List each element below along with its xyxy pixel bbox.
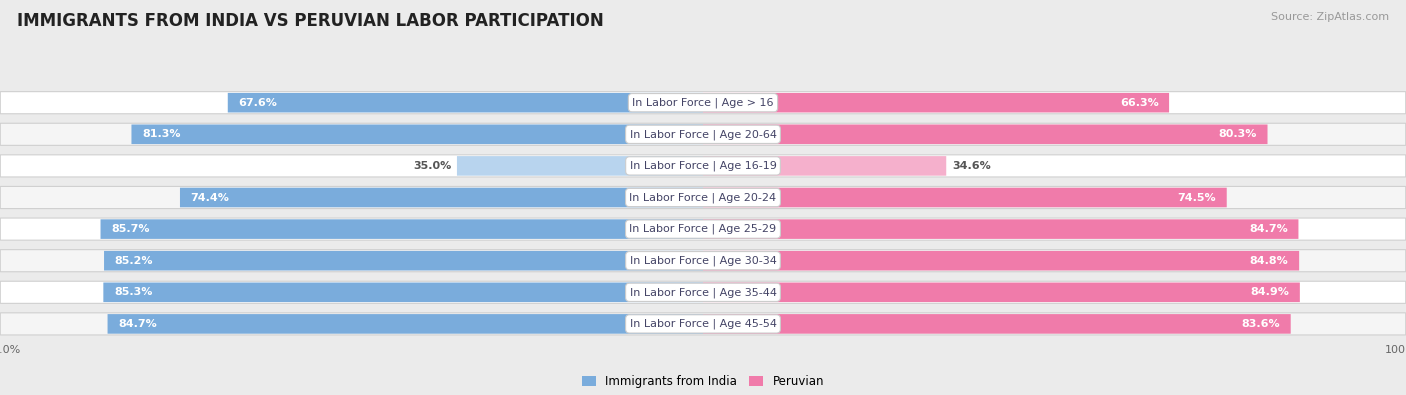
Text: In Labor Force | Age > 16: In Labor Force | Age > 16 (633, 98, 773, 108)
FancyBboxPatch shape (0, 123, 1406, 145)
Text: 81.3%: 81.3% (142, 129, 180, 139)
FancyBboxPatch shape (703, 93, 1170, 113)
Text: 80.3%: 80.3% (1219, 129, 1257, 139)
Text: 83.6%: 83.6% (1241, 319, 1281, 329)
Text: 84.7%: 84.7% (1249, 224, 1288, 234)
Text: In Labor Force | Age 20-24: In Labor Force | Age 20-24 (630, 192, 776, 203)
FancyBboxPatch shape (0, 250, 1406, 272)
FancyBboxPatch shape (0, 155, 1406, 177)
FancyBboxPatch shape (0, 313, 1406, 335)
FancyBboxPatch shape (101, 219, 703, 239)
Text: In Labor Force | Age 35-44: In Labor Force | Age 35-44 (630, 287, 776, 297)
FancyBboxPatch shape (180, 188, 703, 207)
Text: In Labor Force | Age 45-54: In Labor Force | Age 45-54 (630, 319, 776, 329)
FancyBboxPatch shape (104, 282, 703, 302)
FancyBboxPatch shape (703, 282, 1299, 302)
FancyBboxPatch shape (703, 156, 946, 176)
Text: 74.5%: 74.5% (1178, 192, 1216, 203)
FancyBboxPatch shape (228, 93, 703, 113)
Text: 34.6%: 34.6% (952, 161, 991, 171)
Text: 85.3%: 85.3% (114, 287, 152, 297)
FancyBboxPatch shape (0, 218, 1406, 240)
Text: 84.8%: 84.8% (1250, 256, 1289, 266)
FancyBboxPatch shape (0, 281, 1406, 303)
Text: 84.7%: 84.7% (118, 319, 157, 329)
FancyBboxPatch shape (104, 251, 703, 271)
Text: 66.3%: 66.3% (1119, 98, 1159, 108)
Text: 74.4%: 74.4% (190, 192, 229, 203)
FancyBboxPatch shape (107, 314, 703, 334)
FancyBboxPatch shape (703, 219, 1299, 239)
Text: IMMIGRANTS FROM INDIA VS PERUVIAN LABOR PARTICIPATION: IMMIGRANTS FROM INDIA VS PERUVIAN LABOR … (17, 12, 603, 30)
Text: 35.0%: 35.0% (413, 161, 451, 171)
Text: 67.6%: 67.6% (239, 98, 277, 108)
FancyBboxPatch shape (703, 251, 1299, 271)
Text: In Labor Force | Age 30-34: In Labor Force | Age 30-34 (630, 256, 776, 266)
FancyBboxPatch shape (0, 186, 1406, 209)
Text: In Labor Force | Age 16-19: In Labor Force | Age 16-19 (630, 161, 776, 171)
Text: 85.7%: 85.7% (111, 224, 149, 234)
Text: In Labor Force | Age 20-64: In Labor Force | Age 20-64 (630, 129, 776, 139)
FancyBboxPatch shape (0, 92, 1406, 114)
FancyBboxPatch shape (703, 314, 1291, 334)
FancyBboxPatch shape (703, 188, 1227, 207)
FancyBboxPatch shape (132, 124, 703, 144)
Legend: Immigrants from India, Peruvian: Immigrants from India, Peruvian (576, 371, 830, 393)
Text: Source: ZipAtlas.com: Source: ZipAtlas.com (1271, 12, 1389, 22)
Text: 85.2%: 85.2% (114, 256, 153, 266)
Text: In Labor Force | Age 25-29: In Labor Force | Age 25-29 (630, 224, 776, 234)
FancyBboxPatch shape (703, 124, 1268, 144)
FancyBboxPatch shape (457, 156, 703, 176)
Text: 84.9%: 84.9% (1250, 287, 1289, 297)
